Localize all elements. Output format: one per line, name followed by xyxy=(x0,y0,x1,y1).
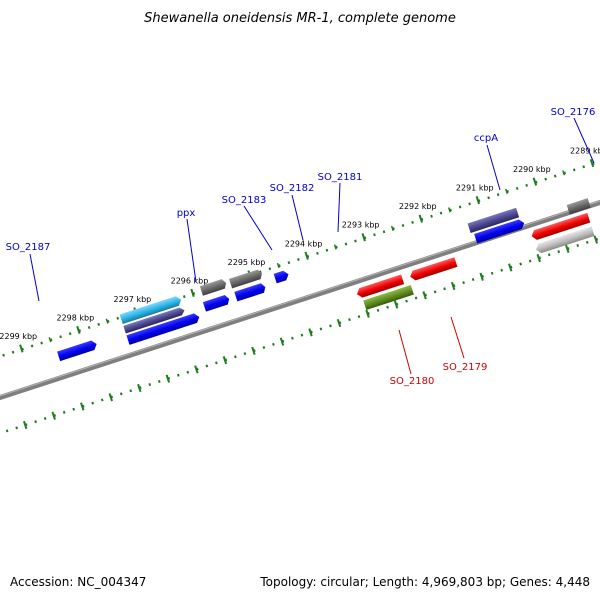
label-ppx: ppx xyxy=(177,208,196,219)
inner-ruler-tick xyxy=(393,300,399,309)
outer-ruler-line xyxy=(0,150,600,376)
genome-summary-text: Topology: circular; Length: 4,969,803 bp… xyxy=(259,575,590,589)
ruler-tick-label: 2296 kbp xyxy=(171,276,209,285)
inner-ruler-line xyxy=(0,219,600,445)
gene-SO_2180-arrow xyxy=(363,285,414,310)
ruler-minor-tick xyxy=(562,170,566,176)
label-SO_2179: SO_2179 xyxy=(443,362,488,373)
ruler-tick-label: 2290 kbp xyxy=(513,165,551,174)
inner-ruler-tick xyxy=(450,281,456,291)
ruler-tick-label: 2295 kbp xyxy=(228,258,266,267)
ruler-minor-tick xyxy=(77,327,81,334)
ruler-minor-tick xyxy=(476,198,480,204)
gene-SO_2182-blue-arrow xyxy=(234,283,266,302)
forward-features xyxy=(57,198,591,362)
inner-ruler-tick xyxy=(279,337,285,346)
gene-labels: SO_2187 ppx SO_2183 SO_2182 SO_2181 ccpA… xyxy=(6,107,596,387)
ruler-minor-tick xyxy=(276,262,280,269)
reverse-features xyxy=(356,213,595,310)
inner-ruler-ticks xyxy=(23,235,599,430)
map-title: Shewanella oneidensis MR-1, complete gen… xyxy=(144,11,456,26)
label-SO_2183: SO_2183 xyxy=(222,195,267,206)
ruler-minor-tick xyxy=(505,188,509,194)
ruler-minor-tick xyxy=(20,346,23,352)
inner-ruler-tick xyxy=(536,254,541,263)
inner-ruler-tick xyxy=(251,346,256,355)
ruler-minor-tick xyxy=(447,207,451,213)
inner-ruler-tick xyxy=(165,374,171,383)
inner-ruler-tick xyxy=(422,291,427,300)
inner-ruler-tick xyxy=(108,393,113,402)
leader-SO_2176 xyxy=(573,117,595,164)
leader-ccpA xyxy=(486,144,501,191)
leader-SO_2181 xyxy=(337,182,341,233)
inner-ruler-tick xyxy=(222,356,228,365)
inner-ruler-tick xyxy=(593,235,599,244)
ruler-minor-tick xyxy=(590,160,594,167)
ruler-minor-tick xyxy=(362,235,366,241)
gene-SO_2183-arrow xyxy=(199,279,227,296)
ruler-minor-tick xyxy=(105,318,109,324)
leader-SO_2182 xyxy=(291,194,304,241)
inner-ruler-tick xyxy=(194,365,199,374)
gene-SO_2180-red-arrow xyxy=(356,274,405,298)
label-SO_2181: SO_2181 xyxy=(318,172,363,183)
ruler-tick-label: 2291 kbp xyxy=(456,184,494,193)
ruler-tick-label: 2293 kbp xyxy=(342,221,380,230)
label-SO_2180: SO_2180 xyxy=(390,376,435,387)
reverse-red-arrow-right xyxy=(531,213,591,240)
leader-SO_2179 xyxy=(450,316,465,359)
label-ccpA: ccpA xyxy=(474,133,498,144)
accession-text: Accession: NC_004347 xyxy=(10,575,146,589)
inner-ruler-tick xyxy=(51,411,56,420)
ruler-minor-tick xyxy=(390,225,394,232)
gene-ccpA-blue-arrow xyxy=(474,219,525,244)
backbone-highlight xyxy=(0,186,600,411)
inner-ruler-tick xyxy=(137,383,142,393)
genome-strip: 2299 kbp 2298 kbp 2297 kbp 2296 kbp 2295 kbp… xyxy=(0,147,600,445)
gene-SO_2181-arrow xyxy=(273,270,289,284)
ruler-tick-label: 2292 kbp xyxy=(399,202,437,211)
gene-SO_2176-arrow xyxy=(566,198,591,215)
leader-SO_2187 xyxy=(29,253,40,302)
gene-SO_2183-blue-arrow xyxy=(202,295,230,312)
ruler-minor-tick xyxy=(305,253,309,259)
label-SO_2187: SO_2187 xyxy=(6,242,51,253)
gene-SO_2179-arrow xyxy=(410,257,458,281)
gene-ppx-arrow xyxy=(119,296,182,324)
inner-ruler-tick xyxy=(479,272,484,281)
ruler-tick-label: 2289 kbp xyxy=(570,147,600,156)
genome-backbone xyxy=(0,187,600,413)
reverse-grey-arrow-right xyxy=(535,226,595,254)
gene-ppx-partner-arrow xyxy=(123,307,185,334)
label-SO_2182: SO_2182 xyxy=(270,183,315,194)
ruler-minor-tick xyxy=(191,290,195,296)
ruler-minor-tick xyxy=(333,244,337,250)
label-SO_2176: SO_2176 xyxy=(551,107,596,118)
ruler-minor-tick xyxy=(48,337,52,343)
ruler-tick-label: 2294 kbp xyxy=(285,239,323,248)
ruler-minor-tick xyxy=(533,179,537,185)
gene-ccpA-arrow xyxy=(467,207,520,233)
ruler-tick-label: 2298 kbp xyxy=(56,313,94,322)
ruler-tick-label: 2297 kbp xyxy=(114,295,152,304)
inner-ruler-tick xyxy=(308,328,313,337)
leader-SO_2180 xyxy=(398,329,412,375)
inner-ruler-tick xyxy=(565,244,570,254)
gene-SO_2182-arrow xyxy=(229,269,262,289)
leader-ppx xyxy=(186,218,197,283)
inner-ruler-tick xyxy=(365,309,370,318)
gene-SO_2187-arrow xyxy=(57,340,97,362)
ruler-tick-label: 2299 kbp xyxy=(0,332,37,341)
ruler-minor-tick xyxy=(419,216,423,222)
inner-ruler-tick xyxy=(508,263,513,272)
outer-ruler-labels: 2299 kbp 2298 kbp 2297 kbp 2296 kbp 2295 kbp… xyxy=(0,147,600,341)
inner-ruler-tick xyxy=(23,420,28,430)
inner-ruler-tick xyxy=(80,402,85,411)
inner-ruler-tick xyxy=(336,318,342,328)
gene-ppx-blue-arrow xyxy=(126,313,200,345)
leader-SO_2183 xyxy=(243,205,273,251)
